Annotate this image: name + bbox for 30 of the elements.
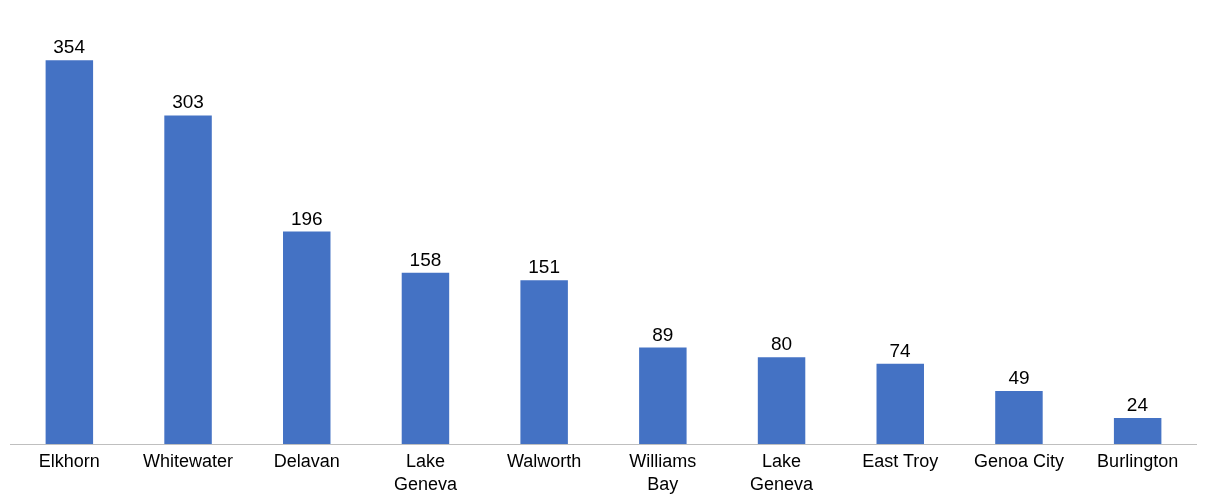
data-label: 89	[652, 323, 674, 345]
data-label: 354	[53, 36, 86, 58]
bar	[164, 115, 212, 444]
x-tick-label: Elkhorn	[38, 450, 100, 471]
x-tick-label: Whitewater	[143, 450, 234, 471]
x-tick-label: Lake Geneva	[393, 450, 458, 494]
bar	[639, 347, 687, 444]
data-label: 151	[528, 256, 560, 278]
data-label: 49	[1008, 366, 1030, 388]
bar	[1113, 417, 1162, 444]
x-tick-label: Burlington	[1097, 450, 1179, 471]
x-tick-label: East Troy	[862, 450, 939, 471]
x-tick-label: Delavan	[273, 450, 340, 471]
bar	[283, 231, 331, 444]
data-label: 196	[290, 207, 323, 229]
data-label: 158	[409, 248, 442, 270]
x-tick-label: Lake Geneva	[750, 450, 815, 494]
bar	[995, 390, 1043, 444]
bar	[520, 280, 568, 444]
x-tick-label: Walworth	[506, 450, 582, 471]
data-label: 24	[1126, 393, 1149, 415]
bar	[401, 272, 450, 444]
bar	[876, 363, 924, 444]
data-label: 303	[172, 91, 204, 113]
bar	[45, 60, 94, 444]
data-label: 80	[770, 333, 793, 355]
x-tick-label: Williams Bay	[629, 450, 697, 494]
bar	[757, 357, 806, 444]
data-label: 74	[889, 339, 912, 361]
x-tick-label: Genoa City	[973, 450, 1064, 471]
